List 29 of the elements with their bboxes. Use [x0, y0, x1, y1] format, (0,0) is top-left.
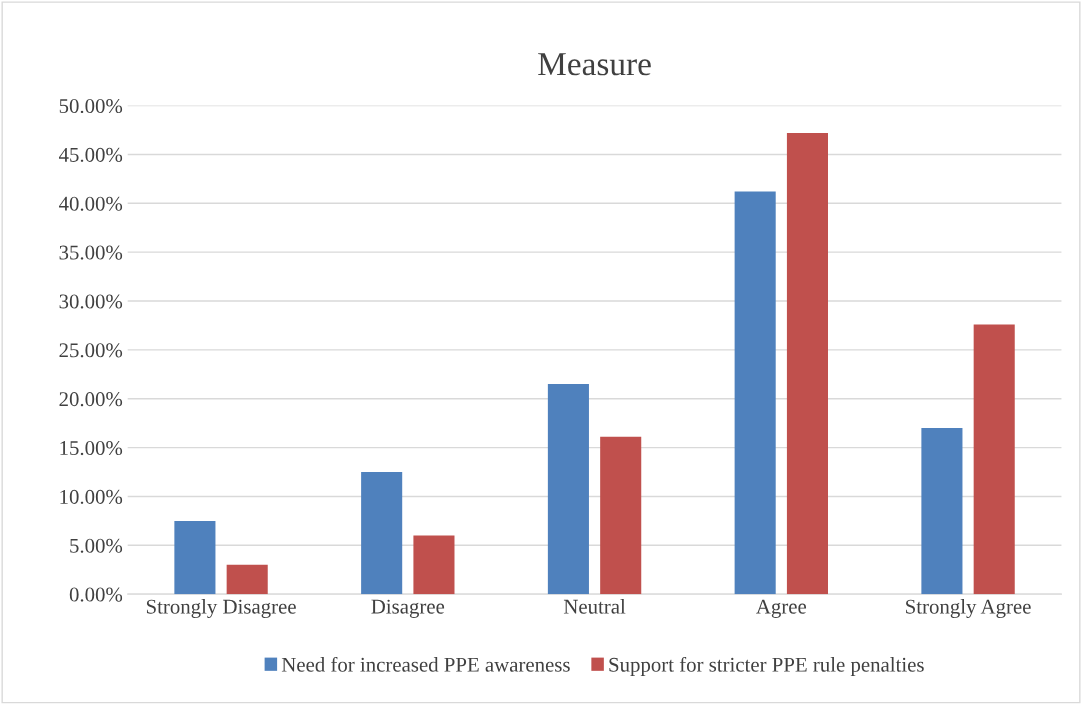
- y-tick-label: 40.00%: [58, 196, 123, 211]
- bar: [921, 428, 963, 595]
- bar: [226, 564, 268, 595]
- y-tick-label: 5.00%: [70, 538, 123, 553]
- chart-title: Measure: [538, 53, 651, 76]
- y-tick-label: 20.00%: [59, 392, 123, 407]
- y-tick-label: 10.00%: [60, 489, 123, 504]
- bar: [786, 132, 828, 595]
- legend-label: Need for increased PPE awareness: [281, 656, 570, 672]
- y-tick-label: 50.00%: [59, 98, 123, 114]
- bar: [547, 384, 589, 595]
- x-tick-label: Strongly Agree: [906, 599, 1031, 618]
- bar: [361, 472, 403, 595]
- x-tick-label: Neutral: [563, 599, 626, 614]
- bar: [413, 535, 455, 595]
- legend-label: Support for stricter PPE rule penalties: [609, 656, 924, 676]
- x-tick-label: Strongly Disagree: [146, 599, 296, 618]
- x-tick-label: Agree: [756, 599, 807, 618]
- bar: [734, 191, 776, 595]
- bar: [174, 520, 216, 595]
- y-tick-label: 25.00%: [59, 343, 123, 358]
- y-tick-label: 15.00%: [60, 440, 123, 456]
- bar: [600, 436, 642, 595]
- y-tick-label: 0.00%: [69, 587, 123, 602]
- y-tick-label: 35.00%: [59, 245, 123, 260]
- x-tick-label: Disagree: [371, 599, 445, 618]
- y-tick-label: 30.00%: [59, 294, 123, 309]
- y-tick-label: 45.00%: [58, 147, 123, 162]
- bar: [973, 324, 1015, 595]
